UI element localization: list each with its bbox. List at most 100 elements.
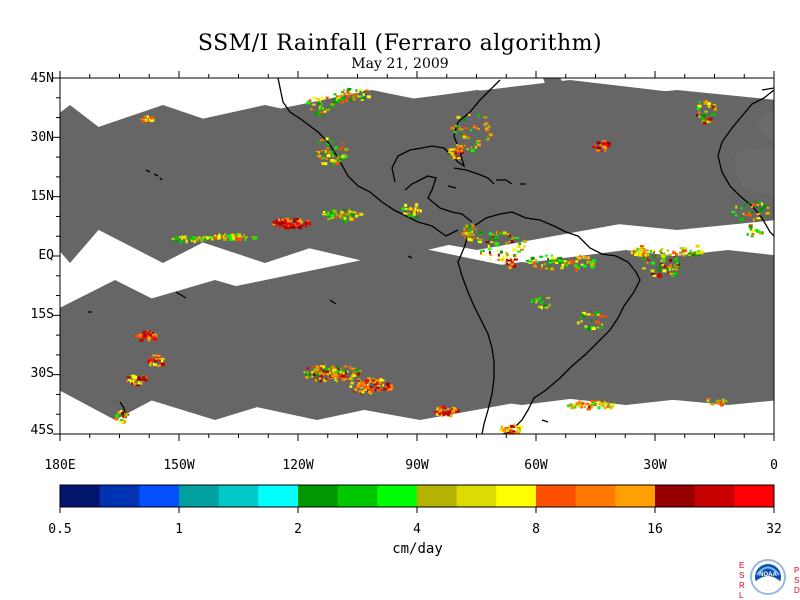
rain-pixel (582, 255, 585, 259)
logo-letter-r: R (739, 581, 745, 590)
rain-pixel (515, 425, 520, 428)
rain-pixel (500, 425, 503, 429)
rain-pixel (289, 226, 294, 229)
rain-pixel (283, 224, 285, 227)
rain-pixel (533, 261, 536, 265)
rain-pixel (754, 229, 758, 232)
rain-pixel (132, 377, 137, 381)
rain-pixel (149, 363, 152, 367)
rain-pixel (599, 326, 604, 329)
rain-pixel (505, 258, 508, 262)
rain-pixel (691, 251, 695, 255)
rain-pixel (472, 124, 475, 127)
rain-pixel (587, 261, 592, 264)
rain-pixel (477, 128, 480, 130)
rain-pixel (485, 241, 490, 244)
rain-pixel (337, 158, 340, 162)
rain-pixel (513, 258, 516, 261)
rain-pixel (320, 139, 325, 142)
rain-pixel (642, 251, 646, 255)
rain-pixel (473, 126, 478, 129)
rain-pixel (339, 367, 342, 370)
rain-pixel (318, 141, 321, 144)
rain-pixel (312, 108, 314, 111)
rain-pixel (341, 142, 344, 145)
rain-pixel (603, 315, 607, 318)
rain-pixel (419, 209, 422, 213)
rain-pixel (140, 118, 144, 121)
rain-pixel (319, 111, 324, 114)
rain-pixel (642, 258, 647, 261)
rain-pixel (659, 263, 662, 266)
rain-pixel (198, 237, 202, 240)
rain-pixel (339, 94, 343, 97)
rain-pixel (335, 212, 338, 216)
rain-pixel (659, 249, 662, 253)
rain-pixel (330, 152, 334, 155)
coastline-galapagos (407, 255, 413, 259)
rain-pixel (750, 235, 754, 238)
lat-label-15n: 15N (30, 189, 54, 204)
swath-gap-top (543, 78, 590, 120)
rain-pixel (193, 240, 196, 244)
rain-pixel (344, 371, 347, 375)
rain-pixel (331, 369, 336, 372)
rain-pixel (756, 217, 761, 220)
rain-pixel (512, 263, 516, 267)
rain-pixel (470, 149, 475, 153)
rain-pixel (321, 162, 326, 165)
rain-pixel (543, 303, 547, 307)
rain-pixel (318, 154, 321, 158)
colorbar-tick-32: 32 (766, 522, 782, 537)
rain-pixel (545, 297, 550, 299)
rain-pixel (682, 248, 686, 252)
rain-pixel (579, 317, 582, 319)
rain-pixel (473, 236, 476, 240)
rain-pixel (681, 247, 686, 250)
rain-pixel (327, 368, 330, 372)
rain-pixel (315, 152, 318, 155)
rain-pixel (327, 143, 330, 147)
rain-pixel (575, 402, 580, 406)
colorbar-tick-2: 2 (294, 522, 302, 537)
rain-pixel (451, 154, 456, 157)
rain-pixel (332, 371, 336, 375)
rain-pixel (232, 237, 235, 240)
rain-pixel (341, 146, 344, 149)
rain-pixel (351, 376, 354, 380)
colorbar (59, 484, 775, 513)
rain-pixel (343, 208, 347, 211)
rain-pixel (695, 251, 700, 255)
rain-pixel (229, 236, 232, 239)
rain-pixel (413, 210, 416, 214)
rain-pixel (539, 295, 542, 298)
rain-pixel (348, 211, 352, 215)
rain-pixel (480, 251, 482, 255)
rain-pixel (358, 390, 363, 393)
rain-pixel (152, 363, 155, 366)
rain-pixel (446, 409, 451, 413)
land-dry-patches (734, 110, 774, 196)
rain-pixel (576, 256, 579, 259)
rain-pixel (286, 222, 289, 226)
rain-pixel (144, 336, 148, 339)
rain-pixel (710, 402, 715, 405)
rain-pixel (305, 372, 307, 376)
rain-pixel (284, 226, 288, 230)
rain-pixel (594, 146, 597, 149)
rain-pixel (276, 220, 281, 223)
rain-pixel (320, 367, 324, 370)
rain-pixel (478, 241, 482, 244)
rain-pixel (588, 405, 592, 407)
rain-pixel (326, 370, 330, 373)
rain-pixel (454, 125, 458, 127)
rain-pixel (161, 363, 165, 367)
lon-label-180e: 180E (44, 458, 76, 473)
rain-pixel (577, 404, 582, 408)
rain-pixel (517, 432, 520, 434)
rain-pixel (442, 412, 445, 416)
rain-pixel (455, 409, 460, 413)
rain-pixel (471, 226, 474, 230)
rain-pixel (343, 215, 346, 218)
rain-pixel (499, 232, 503, 235)
